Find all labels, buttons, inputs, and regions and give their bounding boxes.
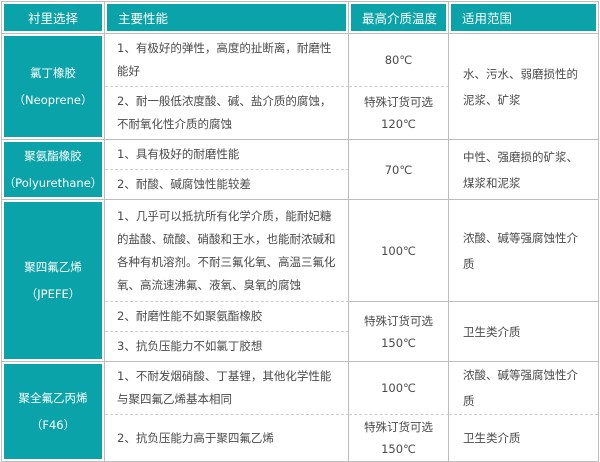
range-cell: 水、污水、弱磨损性的泥浆、矿浆 [449, 34, 598, 140]
temperature-cell: 特殊订货可选 150℃ [349, 302, 449, 362]
range-cell: 卫生类介质 [463, 431, 521, 445]
performance-cell: 1、有极好的弹性，高度的扯断离，耐磨性能好 [105, 34, 349, 87]
header-row: 衬里选择 主要性能 最高介质温度 适用范围 [2, 2, 598, 34]
table-row: 聚全氟乙丙烯 （F46） 1、不耐发烟硝酸、丁基锂，其他化学性能与聚四氟乙烯基本… [2, 362, 598, 461]
temperature-cell: 80℃ [349, 34, 449, 87]
temperature-cell: 特殊订货可选 120℃ [349, 87, 449, 140]
performance-cell: 1、几乎可以抵抗所有化学介质，能耐妃糖的盐酸、硫酸、硝酸和王水，也能耐浓碱和各种… [105, 200, 349, 302]
table-row: 氯丁橡胶 （Neoprene） 1、有极好的弹性，高度的扯断离，耐磨性能好 80… [2, 34, 598, 140]
table-row: 3、抗负压能力不如氯丁胶想 [2, 332, 598, 362]
header-application-range: 适用范围 [449, 2, 598, 34]
table-row: 2、耐一般低浓度酸、碱、盐介质的腐蚀，不耐氧化性介质的腐蚀 特殊订货可选 120… [2, 87, 598, 140]
performance-cell: 2、耐磨性能不如聚氨酯橡胶 [105, 302, 349, 332]
range-cell: 浓酸、碱等强腐蚀性介质 [449, 200, 598, 302]
performance-cell: 1、具有极好的耐磨性能 [105, 140, 349, 170]
temperature-cell: 特殊订货可选 150℃ [349, 415, 449, 461]
range-cell: 卫生类介质 [449, 302, 598, 362]
range-cell: 浓酸、碱等强腐蚀性介质 [449, 362, 598, 415]
table-row: 2、耐酸、碱腐蚀性能较差 [2, 170, 598, 200]
table-row: 聚氨酯橡胶 （Polyurethane） 1、具有极好的耐磨性能 70℃ 中性、… [2, 140, 598, 200]
performance-cell: 2、耐一般低浓度酸、碱、盐介质的腐蚀，不耐氧化性介质的腐蚀 [105, 87, 349, 140]
temperature-cell: 70℃ [349, 140, 449, 200]
performance-cell: 3、抗负压能力不如氯丁胶想 [105, 332, 349, 362]
header-main-performance: 主要性能 [105, 2, 349, 34]
temperature-cell: 100℃ [349, 200, 449, 302]
material-cell-f46: 聚全氟乙丙烯 （F46） [2, 362, 105, 461]
table-row: 聚四氟乙烯 （JPEFE） 1、几乎可以抵抗所有化学介质，能耐妃糖的盐酸、硫酸、… [2, 200, 598, 362]
performance-cell: 2、耐酸、碱腐蚀性能较差 [105, 170, 349, 200]
material-cell-jpefe: 聚四氟乙烯 （JPEFE） [2, 200, 105, 362]
range-cell: 中性、强磨损的矿浆、煤浆和泥浆 [449, 140, 598, 200]
performance-cell: 1、不耐发烟硝酸、丁基锂，其他化学性能与聚四氟乙烯基本相同 [105, 362, 349, 415]
table-row: 2、耐磨性能不如聚氨酯橡胶 特殊订货可选 150℃ 卫生类介质 [2, 302, 598, 362]
temperature-cell: 100℃ [349, 362, 449, 415]
header-max-medium-temperature: 最高介质温度 [349, 2, 449, 34]
performance-cell: 2、抗负压能力高于聚四氟乙烯 [105, 415, 349, 461]
header-lining-selection: 衬里选择 [2, 2, 105, 34]
material-cell-neoprene: 氯丁橡胶 （Neoprene） [2, 34, 105, 140]
material-cell-polyurethane: 聚氨酯橡胶 （Polyurethane） [2, 140, 105, 200]
